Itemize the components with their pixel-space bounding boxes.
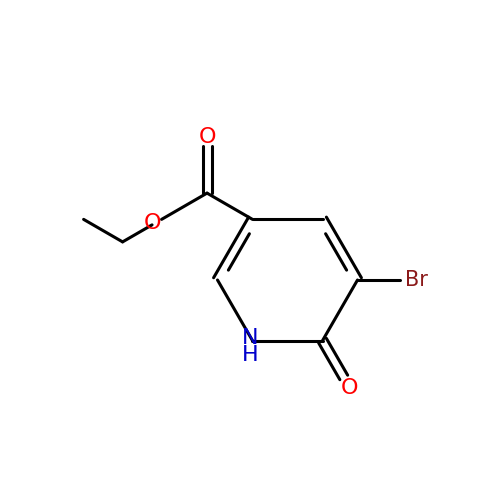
Text: O: O (144, 213, 162, 233)
Text: N: N (242, 328, 258, 348)
Text: H: H (242, 344, 258, 364)
Text: O: O (341, 378, 359, 398)
Text: Br: Br (404, 270, 427, 290)
Text: O: O (198, 126, 216, 146)
